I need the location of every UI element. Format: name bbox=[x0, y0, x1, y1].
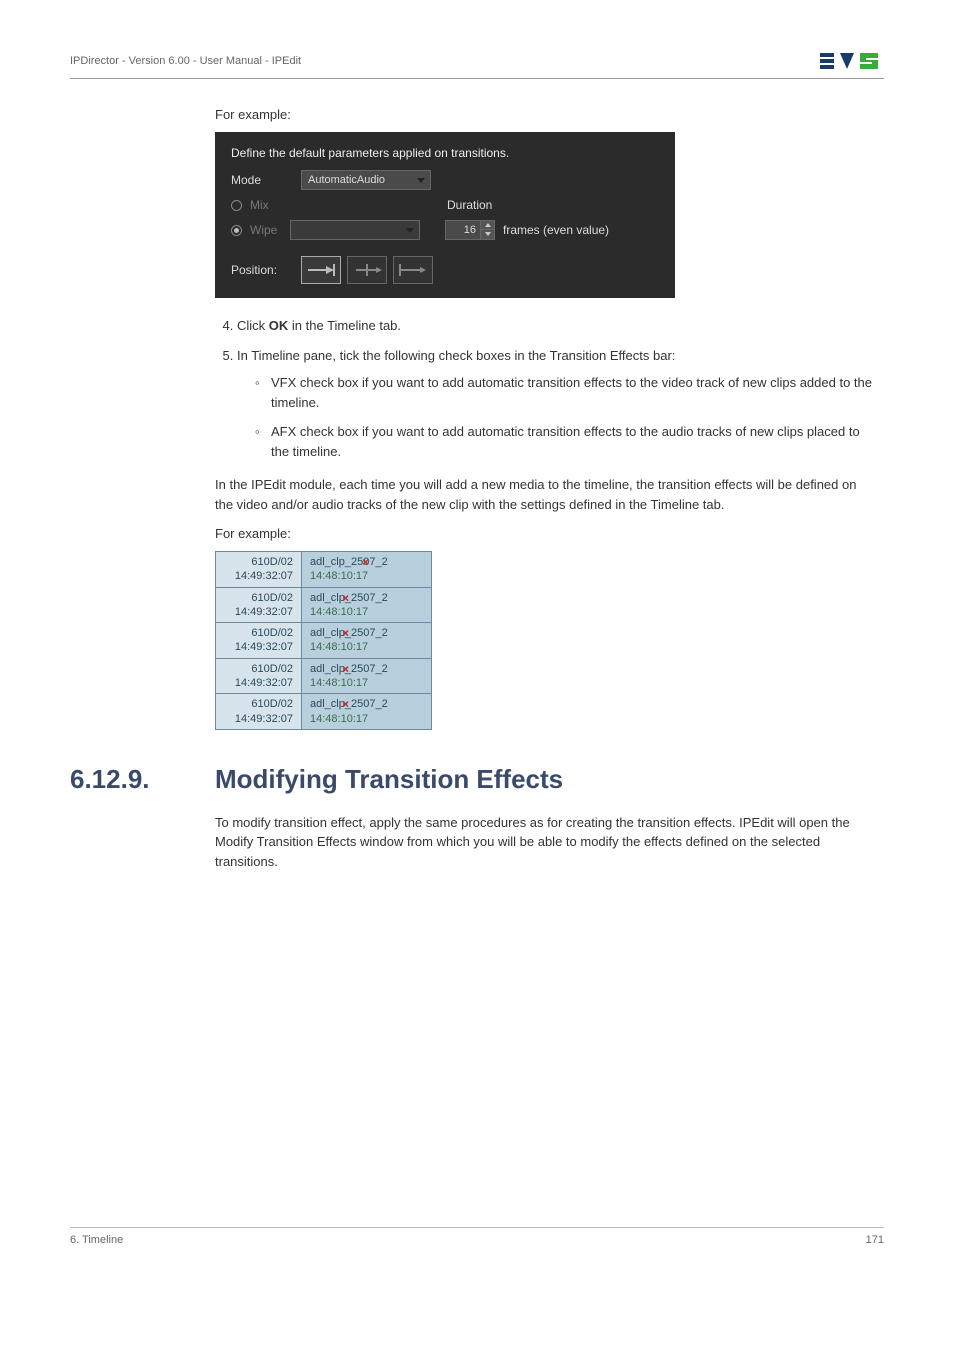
clip-left-cell: 610D/0214:49:32:07 bbox=[216, 658, 302, 694]
mix-label: Mix bbox=[250, 198, 269, 212]
wipe-label: Wipe bbox=[250, 223, 290, 237]
page-header: IPDirector - Version 6.00 - User Manual … bbox=[70, 50, 884, 79]
mode-value: AutomaticAudio bbox=[308, 174, 385, 186]
clip-right-cell: adl_clp_2507_214:48:10:17× bbox=[302, 623, 432, 659]
clip-row: 610D/0214:49:32:07adl_clp_2507_214:48:10… bbox=[216, 552, 432, 588]
clip-right-cell: adl_clp_2507_214:48:10:17× bbox=[302, 658, 432, 694]
footer-right: 171 bbox=[866, 1234, 884, 1246]
steps-list: Click OK in the Timeline tab. In Timelin… bbox=[215, 316, 874, 461]
section-title: Modifying Transition Effects bbox=[215, 764, 563, 795]
example-caption-2: For example: bbox=[215, 526, 874, 541]
clip-right-cell: adl_clp_2507_214:48:10:17× bbox=[302, 694, 432, 730]
clip-right-cell: adl_clp_2507_214:48:10:17× bbox=[302, 552, 432, 588]
duration-spinner[interactable] bbox=[445, 220, 495, 240]
header-text: IPDirector - Version 6.00 - User Manual … bbox=[70, 55, 301, 67]
page-footer: 6. Timeline 171 bbox=[70, 1227, 884, 1246]
clip-row: 610D/0214:49:32:07adl_clp_2507_214:48:10… bbox=[216, 587, 432, 623]
transition-defaults-panel: Define the default parameters applied on… bbox=[215, 132, 675, 298]
position-right-button[interactable] bbox=[393, 256, 433, 284]
footer-left: 6. Timeline bbox=[70, 1234, 123, 1246]
step-5a: VFX check box if you want to add automat… bbox=[255, 373, 874, 412]
paragraph-1: In the IPEdit module, each time you will… bbox=[215, 475, 874, 514]
frames-label: frames (even value) bbox=[503, 223, 609, 237]
clip-left-cell: 610D/0214:49:32:07 bbox=[216, 623, 302, 659]
position-left-button[interactable] bbox=[301, 256, 341, 284]
mode-dropdown[interactable]: AutomaticAudio bbox=[301, 170, 431, 190]
clip-row: 610D/0214:49:32:07adl_clp_2507_214:48:10… bbox=[216, 623, 432, 659]
section-heading: 6.12.9. Modifying Transition Effects bbox=[70, 764, 874, 795]
position-center-button[interactable] bbox=[347, 256, 387, 284]
step-5b: AFX check box if you want to add automat… bbox=[255, 422, 874, 461]
wipe-radio[interactable] bbox=[231, 225, 242, 236]
step-5: In Timeline pane, tick the following che… bbox=[237, 346, 874, 462]
clip-right-cell: adl_clp_2507_214:48:10:17× bbox=[302, 587, 432, 623]
duration-up[interactable] bbox=[481, 221, 494, 230]
wipe-dropdown[interactable] bbox=[290, 220, 420, 240]
evs-logo bbox=[820, 50, 884, 72]
position-label: Position: bbox=[231, 263, 301, 277]
clip-left-cell: 610D/0214:49:32:07 bbox=[216, 587, 302, 623]
panel-title: Define the default parameters applied on… bbox=[231, 146, 659, 160]
clip-left-cell: 610D/0214:49:32:07 bbox=[216, 552, 302, 588]
section-number: 6.12.9. bbox=[70, 764, 215, 795]
duration-down[interactable] bbox=[481, 230, 494, 239]
duration-label: Duration bbox=[445, 198, 609, 212]
step-4: Click OK in the Timeline tab. bbox=[237, 316, 874, 336]
clip-table: 610D/0214:49:32:07adl_clp_2507_214:48:10… bbox=[215, 551, 432, 730]
clip-left-cell: 610D/0214:49:32:07 bbox=[216, 694, 302, 730]
clip-row: 610D/0214:49:32:07adl_clp_2507_214:48:10… bbox=[216, 658, 432, 694]
mix-radio[interactable] bbox=[231, 200, 242, 211]
duration-input[interactable] bbox=[446, 221, 480, 239]
clip-row: 610D/0214:49:32:07adl_clp_2507_214:48:10… bbox=[216, 694, 432, 730]
mode-label: Mode bbox=[231, 173, 301, 187]
section-paragraph: To modify transition effect, apply the s… bbox=[215, 813, 874, 872]
example-caption-1: For example: bbox=[215, 107, 874, 122]
